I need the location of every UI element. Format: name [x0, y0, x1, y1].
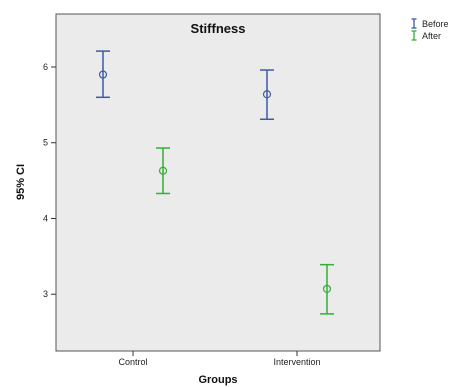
- error-bars: [96, 50, 334, 315]
- y-axis: 3 4 5 6: [43, 62, 56, 299]
- errorbar-before-intervention: [260, 69, 274, 121]
- mean-marker: [322, 284, 332, 294]
- y-tick-label: 3: [43, 289, 48, 299]
- y-axis-title: 95% CI: [15, 164, 27, 200]
- errorbar-before-control: [96, 50, 110, 99]
- legend-label: Before: [422, 19, 449, 29]
- y-tick-label: 6: [43, 62, 48, 72]
- x-tick-label: Intervention: [273, 357, 320, 367]
- errorbar-after-control: [156, 147, 170, 195]
- chart-title: Stiffness: [191, 21, 246, 36]
- mean-marker: [158, 166, 168, 175]
- errorbar-after-intervention: [320, 263, 334, 315]
- y-tick-label: 5: [43, 138, 48, 148]
- x-tick-label: Control: [118, 357, 147, 367]
- mean-marker: [98, 70, 108, 79]
- x-axis: Control Intervention: [118, 351, 321, 367]
- plot-area: [55, 13, 381, 352]
- mean-marker: [262, 90, 272, 99]
- y-tick-label: 4: [43, 213, 48, 223]
- x-axis-title: Groups: [198, 374, 237, 386]
- legend: Before After: [411, 18, 449, 41]
- legend-label: After: [422, 31, 441, 41]
